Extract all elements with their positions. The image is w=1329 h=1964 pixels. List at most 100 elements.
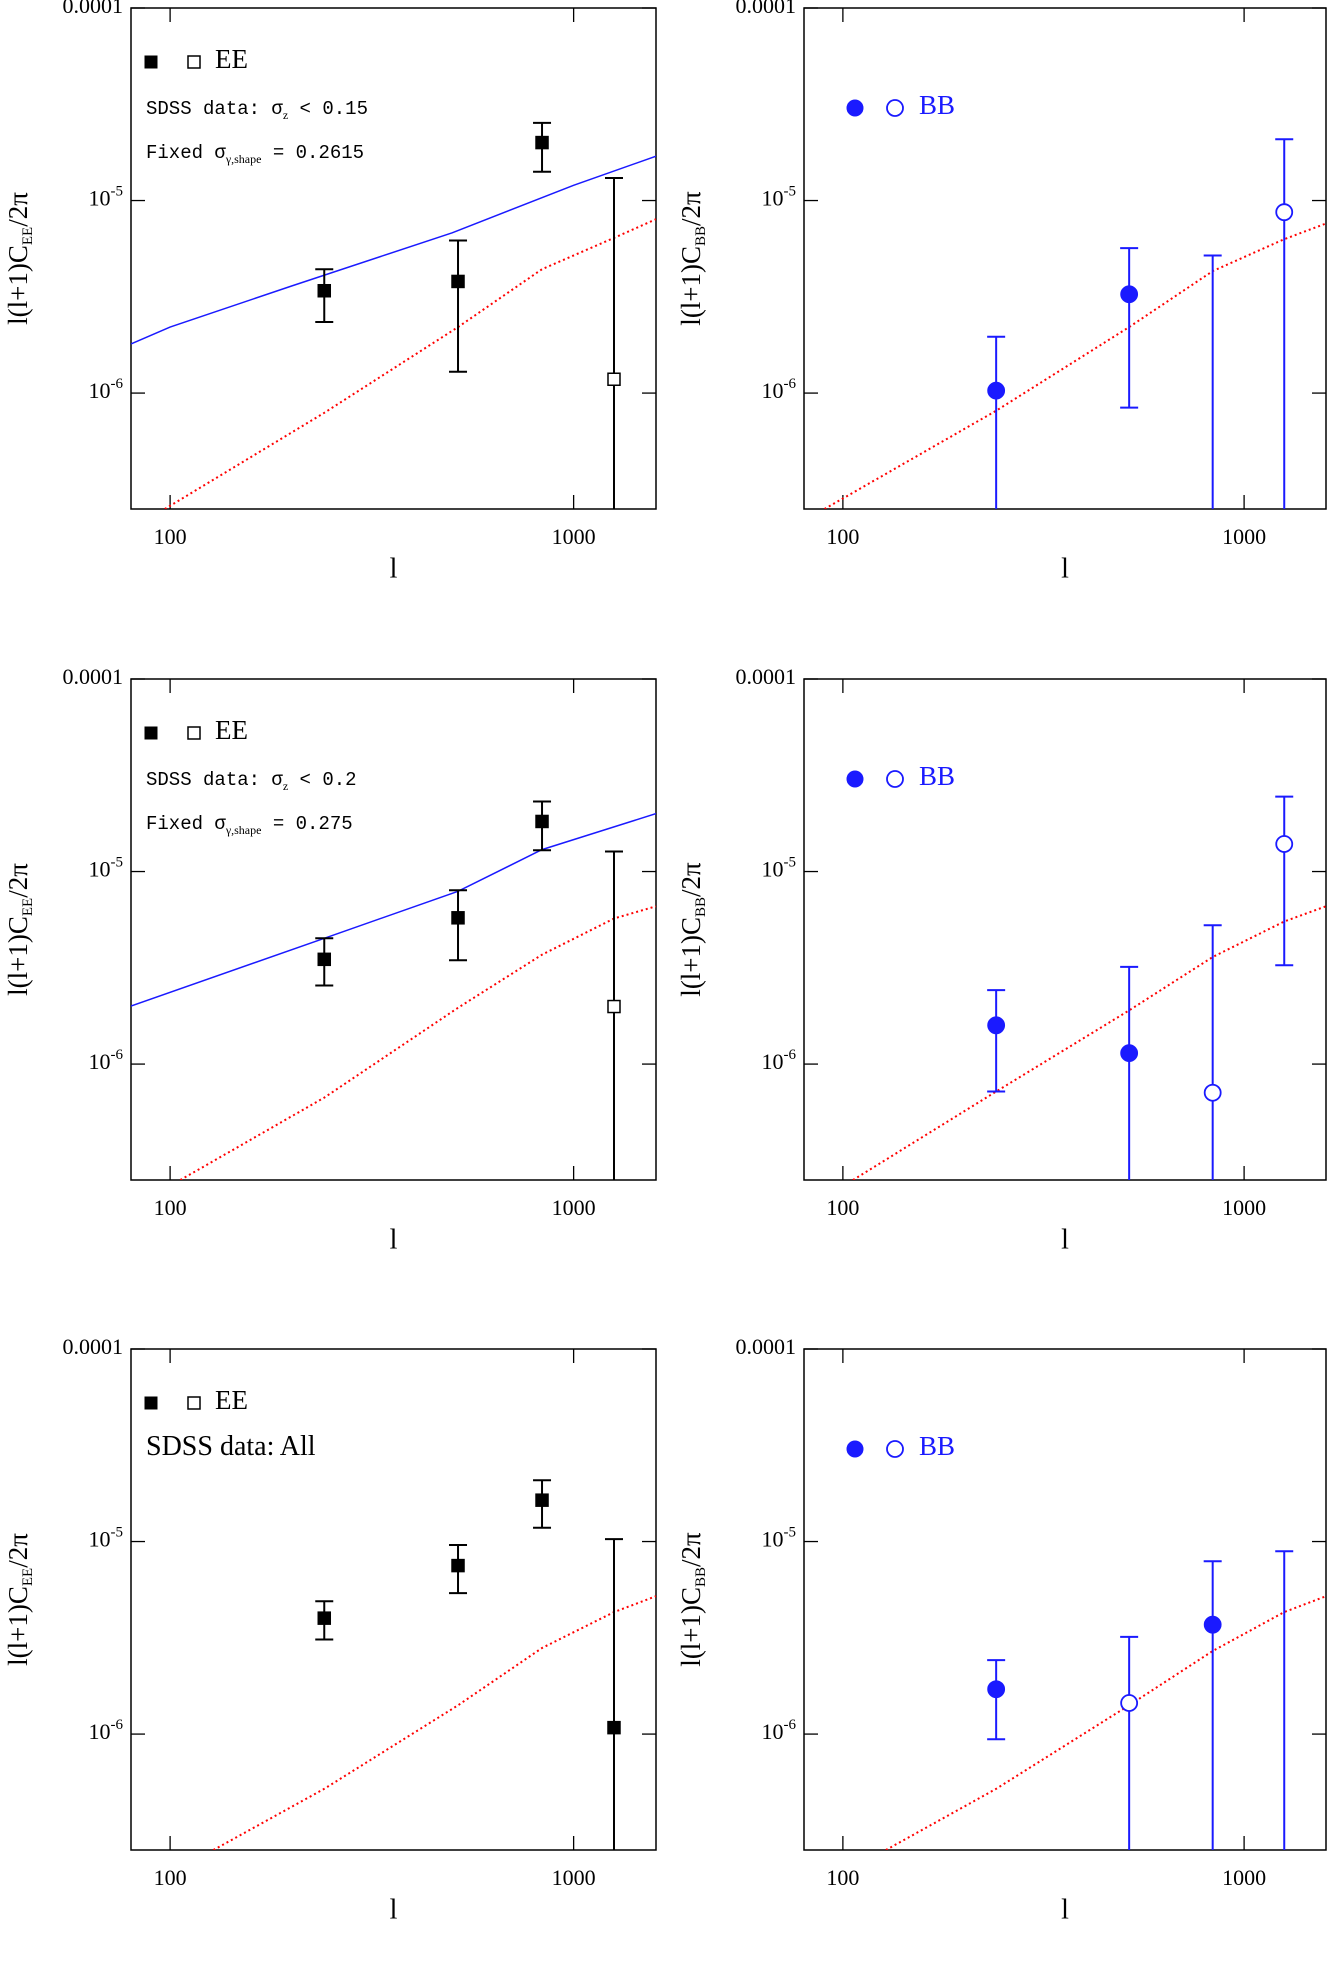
y-tick-label: 10-5 <box>762 184 797 211</box>
tick-base: 10 <box>762 378 784 403</box>
x-tick-label: 100 <box>826 524 859 549</box>
data-point <box>535 814 549 829</box>
error-bar <box>1275 138 1294 509</box>
y-label-subscript: BB <box>693 897 709 917</box>
y-tick-label: 0.0001 <box>63 0 124 18</box>
tick-exponent: -6 <box>784 1048 797 1064</box>
tick-base: 10 <box>762 1049 784 1074</box>
tick-base: 10 <box>89 378 111 403</box>
annotation: SDSS data: σz < 0.2 <box>146 769 357 793</box>
error-bar <box>1120 1635 1139 1850</box>
x-tick-label: 1000 <box>1222 524 1266 549</box>
tick-exponent: -6 <box>111 1048 124 1064</box>
x-tick-label: 100 <box>154 1865 187 1890</box>
y-label-part: /2π <box>3 863 33 898</box>
x-tick-label: 100 <box>826 1195 859 1220</box>
model-line <box>824 222 1326 509</box>
annotation: SDSS data: σz < 0.15 <box>146 98 368 122</box>
plot-frame <box>803 1348 1327 1851</box>
y-label-part: /2π <box>676 862 706 897</box>
error-bar <box>987 989 1006 1093</box>
y-axis-label: l(l+1)CBB/2π <box>676 862 709 997</box>
x-tick-label: 100 <box>154 524 187 549</box>
tick-exponent: -5 <box>111 855 124 871</box>
error-bar <box>1203 254 1222 509</box>
legend-marker <box>187 726 201 740</box>
data-point <box>1275 203 1294 222</box>
y-tick-label: 10-6 <box>762 1718 797 1745</box>
error-bar <box>449 239 468 373</box>
y-tick-label: 10-6 <box>89 377 124 404</box>
x-axis-label: l <box>390 553 398 584</box>
y-label-part: /2π <box>676 1532 706 1567</box>
data-point <box>451 911 465 925</box>
y-tick-label: 10-5 <box>89 855 124 882</box>
model-line <box>131 155 656 345</box>
tick-base: 10 <box>762 1719 784 1744</box>
model-line <box>164 218 656 509</box>
y-tick-label: 10-5 <box>89 1525 124 1552</box>
tick-exponent: -5 <box>784 184 797 200</box>
data-point <box>317 952 332 967</box>
tick-base: 10 <box>89 1719 111 1744</box>
legend-marker <box>846 99 864 117</box>
data-point <box>1120 1044 1139 1063</box>
x-tick-label: 1000 <box>552 1865 596 1890</box>
error-bar <box>1120 965 1139 1180</box>
annotation-part: < 0.2 <box>288 769 356 791</box>
data-point <box>535 1493 549 1507</box>
y-tick-label: 0.0001 <box>736 664 797 689</box>
error-bar <box>987 335 1006 509</box>
y-tick-label: 10-6 <box>762 377 797 404</box>
legend-marker <box>846 1440 864 1458</box>
model-line <box>885 1595 1326 1850</box>
x-tick-label: 1000 <box>1222 1195 1266 1220</box>
annotation-part: = 0.2615 <box>261 142 364 164</box>
tick-base: 10 <box>762 186 784 211</box>
data-point <box>317 283 332 298</box>
tick-base: 10 <box>762 1527 784 1552</box>
tick-base: 10 <box>89 857 111 882</box>
data-point <box>607 1720 621 1735</box>
y-tick-label: 10-5 <box>762 1525 797 1552</box>
x-axis-label: l <box>390 1224 398 1255</box>
y-label-subscript: BB <box>693 226 709 246</box>
y-label-subscript: EE <box>20 227 36 245</box>
x-axis-label: l <box>1061 553 1069 584</box>
data-point <box>1203 1615 1222 1634</box>
y-label-part: l(l+1)C <box>676 1587 706 1667</box>
annotation-part: SDSS data: σ <box>146 769 283 791</box>
data-point <box>987 1016 1006 1035</box>
data-point <box>987 381 1006 400</box>
data-point <box>1203 1083 1222 1102</box>
error-bar <box>1275 1550 1294 1850</box>
legend-label: BB <box>919 1431 955 1461</box>
data-point <box>987 1680 1006 1699</box>
annotation-part: Fixed σ <box>146 142 226 164</box>
y-label-subscript: EE <box>20 898 36 916</box>
y-label-part: l(l+1)C <box>3 916 33 996</box>
legend-marker <box>144 726 158 740</box>
data-point <box>1275 835 1294 853</box>
annotation: Fixed σγ,shape = 0.2615 <box>146 142 364 166</box>
tick-exponent: -6 <box>111 1718 124 1734</box>
annotation-part: SDSS data: All <box>146 1431 316 1462</box>
data-point <box>607 372 621 386</box>
tick-exponent: -5 <box>784 1525 797 1541</box>
error-bar <box>449 889 468 962</box>
tick-base: 10 <box>89 1527 111 1552</box>
model-line <box>131 812 656 1007</box>
annotation-subscript: z <box>283 108 288 122</box>
plot-area <box>131 121 656 509</box>
legend-marker <box>187 55 201 69</box>
legend-marker <box>144 1396 158 1410</box>
x-tick-label: 100 <box>154 1195 187 1220</box>
plot-area <box>852 795 1326 1180</box>
data-point <box>535 135 549 150</box>
tick-base: 10 <box>89 186 111 211</box>
y-tick-label: 10-6 <box>89 1048 124 1075</box>
tick-exponent: -5 <box>784 855 797 871</box>
legend-marker <box>187 1396 201 1410</box>
annotation-subscript: γ,shape <box>225 823 262 837</box>
